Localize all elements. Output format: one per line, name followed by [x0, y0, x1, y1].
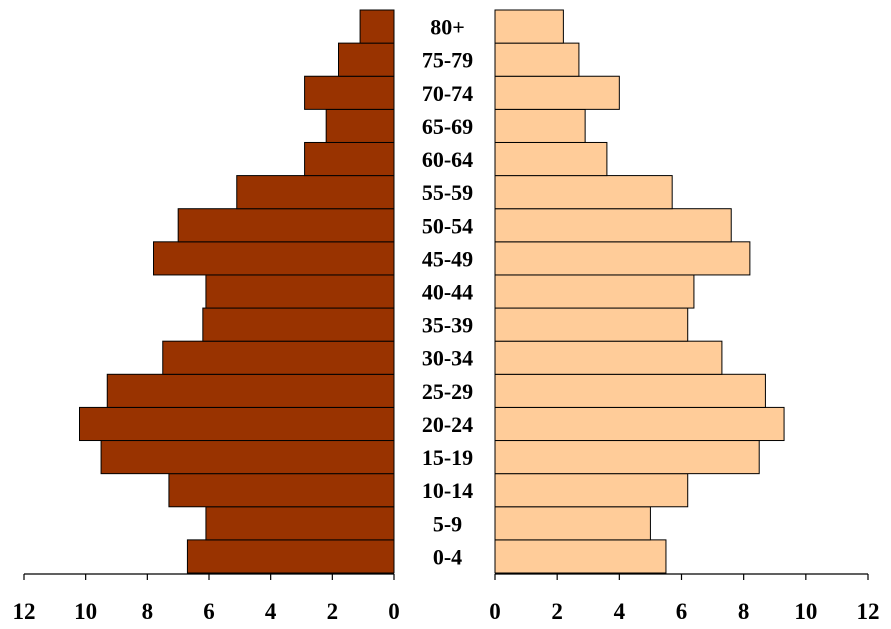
left-tick-label: 12: [13, 599, 36, 624]
left-bar-60-64: [304, 141, 395, 177]
right-bar-65-69: [494, 108, 586, 143]
left-tick-label: 2: [327, 599, 339, 624]
left-tick-label: 10: [74, 599, 97, 624]
category-label: 25-29: [422, 379, 473, 404]
left-bar-40-44: [205, 274, 395, 309]
category-label: 75-79: [422, 48, 473, 73]
category-label: 15-19: [422, 445, 473, 470]
category-label: 80+: [430, 15, 465, 40]
left-tick-label: 6: [203, 599, 215, 624]
right-bar-15-19: [494, 440, 760, 475]
right-bar-80+: [494, 9, 564, 44]
category-label: 5-9: [433, 511, 462, 536]
left-bar-65-69: [325, 108, 395, 143]
right-bar-50-54: [494, 208, 732, 243]
left-bar-0-4: [186, 539, 395, 574]
right-bar-5-9: [494, 506, 651, 541]
right-tick-label: 0: [489, 599, 501, 624]
right-bar-60-64: [494, 141, 608, 177]
right-bar-40-44: [494, 274, 695, 309]
category-label: 30-34: [422, 346, 473, 371]
right-tick-label: 12: [857, 599, 880, 624]
left-tick-label: 4: [265, 599, 277, 624]
right-bar-45-49: [494, 241, 751, 276]
category-label: 55-59: [422, 180, 473, 205]
left-bar-10-14: [168, 473, 395, 508]
category-label: 20-24: [422, 412, 473, 437]
right-tick-label: 10: [794, 599, 817, 624]
category-label: 35-39: [422, 313, 473, 338]
right-tick-label: 4: [614, 599, 626, 624]
left-tick-label: 8: [142, 599, 154, 624]
right-bar-10-14: [494, 473, 689, 508]
left-bar-50-54: [177, 208, 395, 243]
category-label: 50-54: [422, 213, 473, 238]
right-bar-25-29: [494, 373, 766, 408]
category-labels-group: 0-4 5-9 10-14 15-19 20-24 25-29 30-34 35-39 40-4…: [422, 15, 473, 570]
right-bar-35-39: [494, 307, 689, 342]
right-tick-label: 8: [738, 599, 750, 624]
left-bar-80+: [359, 9, 395, 44]
category-label: 10-14: [422, 478, 473, 503]
right-tick-label: 6: [676, 599, 688, 624]
left-bar-55-59: [236, 175, 395, 210]
right-bar-75-79: [494, 42, 580, 77]
right-bar-55-59: [494, 175, 673, 210]
left-bar-35-39: [202, 307, 395, 342]
category-label: 60-64: [422, 147, 473, 172]
left-bar-70-74: [304, 75, 395, 110]
right-bars-group: [494, 9, 785, 574]
left-ticks-group: 12 10 8 6 4 2 0: [13, 574, 400, 624]
left-bar-30-34: [162, 340, 395, 375]
left-bar-25-29: [106, 373, 395, 408]
category-label: 40-44: [422, 280, 473, 305]
right-bar-30-34: [494, 340, 723, 375]
category-label: 65-69: [422, 114, 473, 139]
left-bar-45-49: [153, 241, 395, 276]
right-bar-0-4: [494, 539, 667, 574]
left-bar-15-19: [100, 440, 395, 475]
left-bars-group: [79, 9, 395, 574]
category-label: 0-4: [433, 544, 462, 569]
left-bar-5-9: [205, 506, 395, 541]
left-tick-label: 0: [388, 599, 400, 624]
right-bar-70-74: [494, 75, 620, 110]
right-bar-20-24: [494, 406, 785, 442]
category-label: 70-74: [422, 81, 473, 106]
left-bar-75-79: [338, 42, 395, 77]
right-tick-label: 2: [551, 599, 563, 624]
left-bar-20-24: [79, 406, 395, 442]
category-label: 45-49: [422, 246, 473, 271]
right-ticks-group: 0 2 4 6 8 10 12: [489, 574, 880, 624]
